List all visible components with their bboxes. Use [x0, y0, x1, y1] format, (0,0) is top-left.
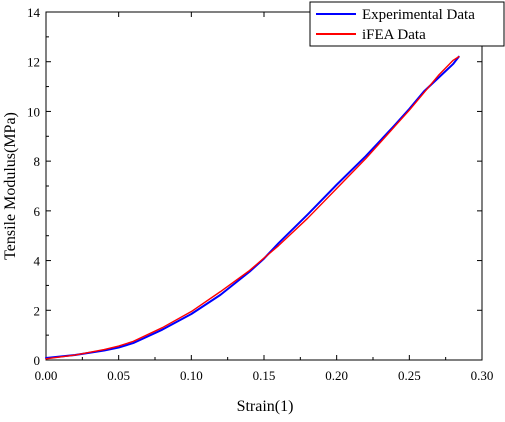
- series-lines: [45, 55, 460, 360]
- y-tick-label: 0: [34, 353, 41, 368]
- ifea-data-line: [45, 56, 460, 360]
- legend: Experimental Data iFEA Data: [309, 1, 505, 47]
- x-tick-label: 0.10: [180, 368, 203, 383]
- experimental-data-line: [45, 55, 460, 360]
- y-tick-label: 6: [34, 204, 41, 219]
- y-tick-label: 4: [34, 254, 41, 269]
- y-tick-label: 12: [27, 55, 40, 70]
- legend-label: iFEA Data: [362, 27, 426, 43]
- x-tick-label: 0.20: [325, 368, 348, 383]
- x-tick-label: 0.00: [35, 368, 58, 383]
- plot-frame: [45, 11, 483, 361]
- x-axis-title: Strain(1): [237, 398, 294, 415]
- x-tick-label: 0.25: [398, 368, 421, 383]
- legend-box: [309, 1, 505, 47]
- x-tick-label: 0.15: [253, 368, 276, 383]
- x-tick-label: 0.05: [107, 368, 130, 383]
- y-tick-label: 10: [27, 104, 40, 119]
- y-tick-label: 8: [34, 154, 41, 169]
- x-tick-label: 0.30: [471, 368, 494, 383]
- y-tick-label: 14: [27, 5, 41, 20]
- y-tick-label: 2: [34, 303, 41, 318]
- y-axis-title: Tensile Modulus(MPa): [2, 112, 19, 260]
- legend-label: Experimental Data: [362, 7, 475, 23]
- axes: 0.00 0.05 0.10 0.15 0.20 0.25 0.30 0 2 4 6 8 10 12 14: [27, 5, 493, 383]
